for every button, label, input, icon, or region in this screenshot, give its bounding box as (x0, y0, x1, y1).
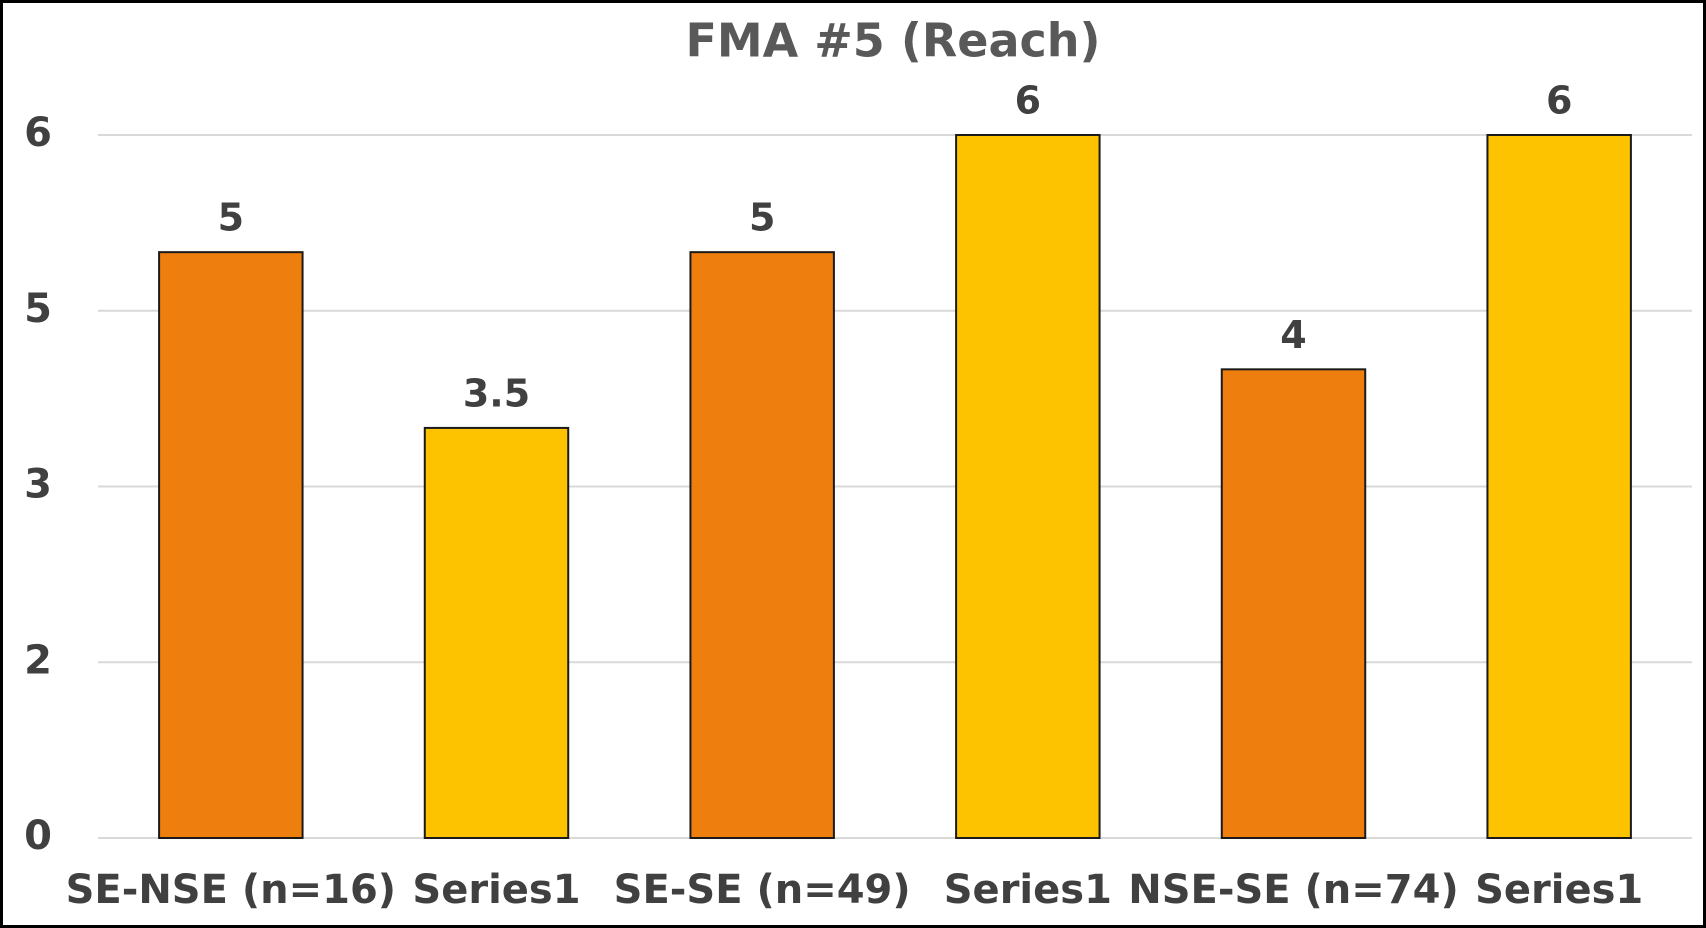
x-tick-label: SE-SE (n=49) (614, 867, 911, 913)
data-label: 3.5 (463, 371, 530, 415)
x-tick-label: Series1 (412, 867, 580, 913)
x-tick-label: Series1 (1475, 867, 1643, 913)
data-label: 6 (1546, 79, 1572, 123)
bar (689, 251, 835, 839)
y-tick-label: 3 (24, 462, 52, 508)
bar (423, 426, 570, 839)
bar (1220, 368, 1367, 839)
chart-title: FMA #5 (Reach) (685, 14, 1100, 68)
data-label: 6 (1015, 79, 1041, 123)
bar (1486, 134, 1632, 839)
y-tick-label: 5 (24, 286, 52, 332)
y-tick-label: 6 (24, 110, 52, 156)
bar (955, 134, 1101, 839)
data-label: 5 (749, 196, 775, 240)
x-tick-label: NSE-SE (n=74) (1128, 867, 1459, 913)
data-label: 5 (218, 196, 244, 240)
y-tick-label: 0 (24, 813, 52, 859)
y-tick-label: 2 (24, 637, 52, 683)
data-label: 4 (1280, 313, 1306, 357)
x-tick-label: Series1 (944, 867, 1112, 913)
bar (158, 251, 304, 839)
x-tick-label: SE-NSE (n=16) (66, 867, 397, 913)
